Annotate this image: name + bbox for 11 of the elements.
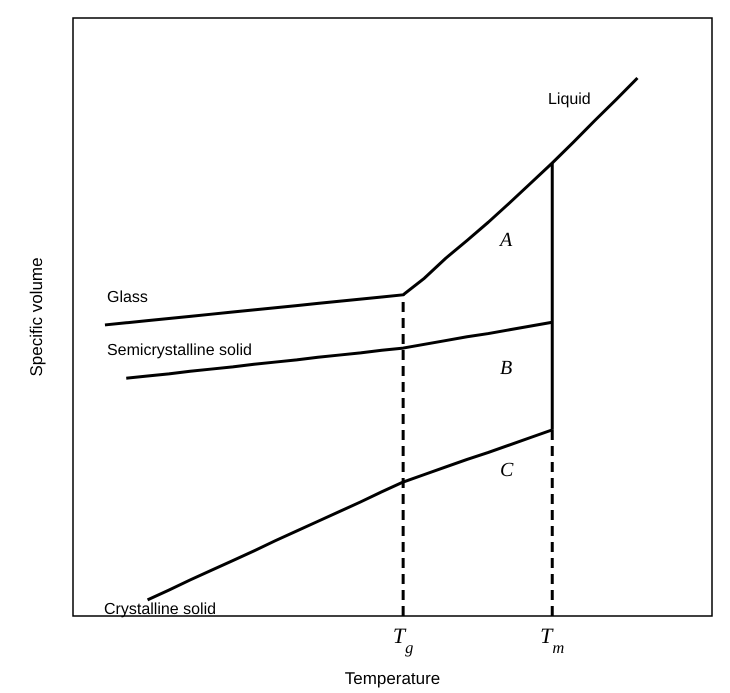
annotation: Semicrystalline solid [107,342,252,359]
x-tick-label: T$_{g}$ [392,623,414,656]
y-axis-title: Specific volume [27,257,46,377]
annotation: C [500,459,514,481]
annotation: Crystalline solid [104,601,216,618]
annotation: Glass [107,289,148,306]
annotation: A [498,229,513,251]
annotation: Liquid [548,91,591,108]
x-tick-label: T$_{m}$ [540,623,564,656]
annotation: B [500,357,512,379]
x-axis-title: Temperature [344,669,440,688]
